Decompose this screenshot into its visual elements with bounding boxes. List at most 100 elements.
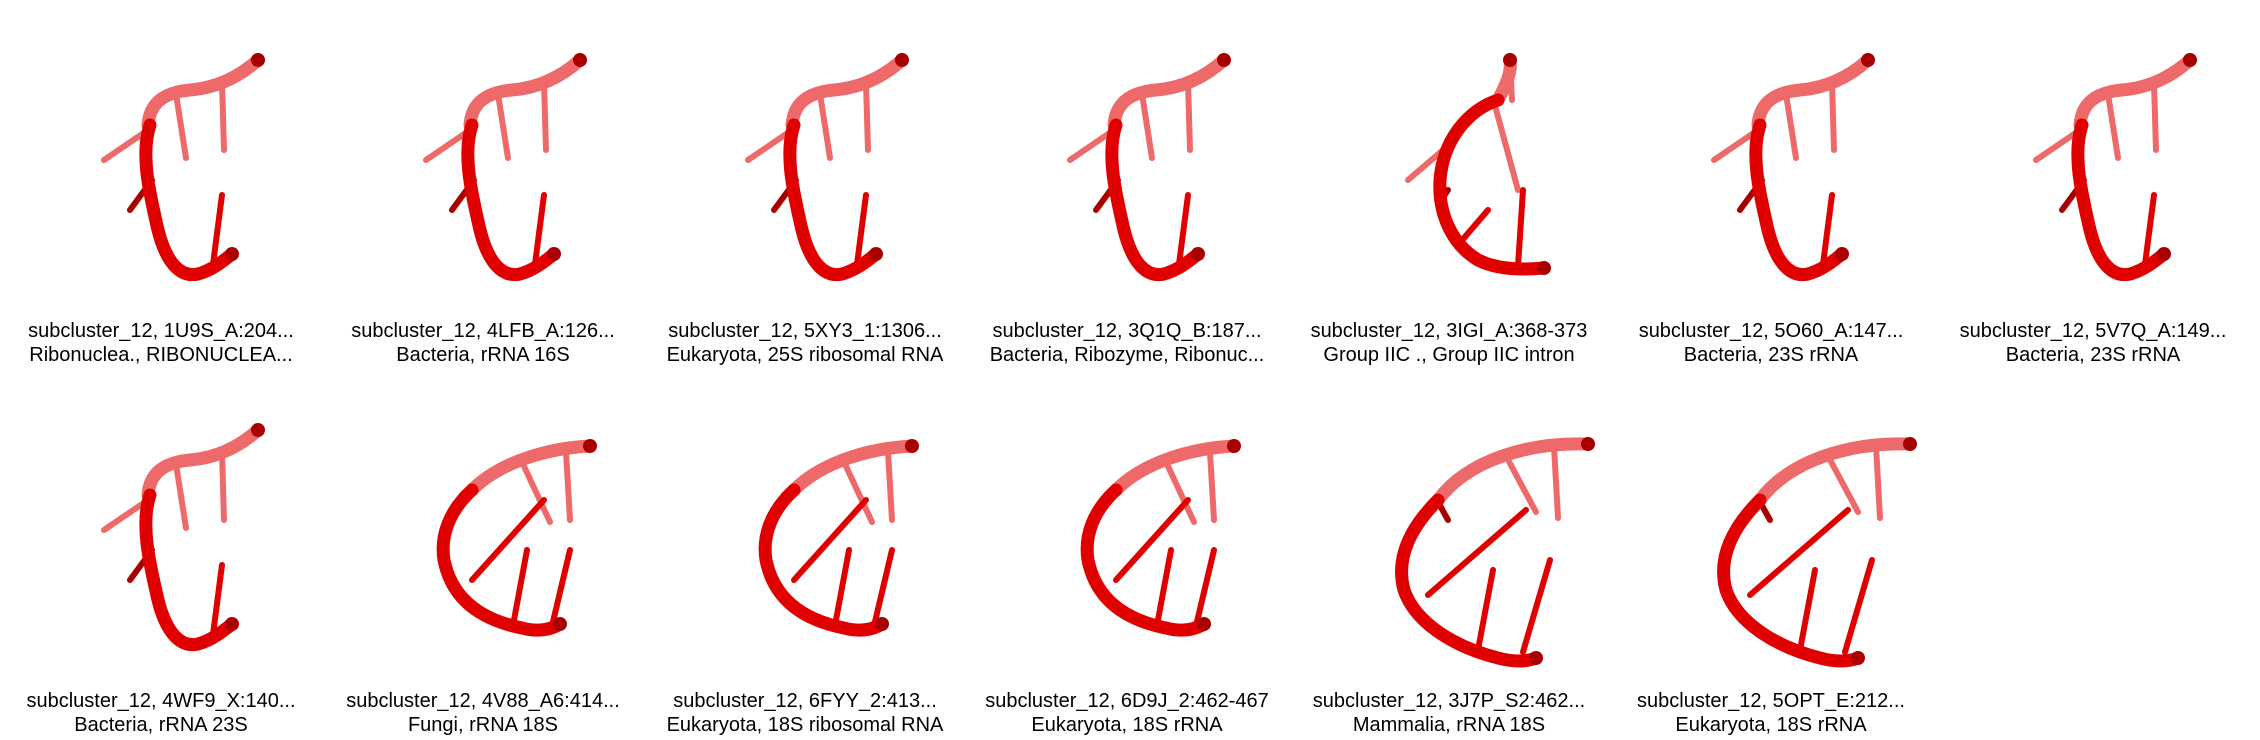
base-stick	[563, 449, 573, 523]
base-stick	[101, 127, 151, 163]
base-stick	[1067, 127, 1117, 163]
base-stick	[1193, 547, 1217, 629]
panel-organism-caption: Eukaryota, 18S rRNA	[1675, 714, 1867, 736]
base-stick	[495, 91, 511, 161]
backbone-tube	[141, 423, 265, 502]
base-stick	[1829, 79, 1837, 153]
backbone-tube	[1107, 53, 1231, 132]
base-stick	[1139, 91, 1155, 161]
backbone-end	[1503, 53, 1517, 67]
backbone-end	[225, 247, 239, 261]
structure-panel: subcluster_12, 4LFB_A:126... Bacteria, rR…	[322, 0, 644, 370]
base-stick	[885, 449, 895, 523]
panel-organism-caption: Ribonuclea., RIBONUCLEA...	[29, 344, 293, 366]
base-stick	[1825, 453, 1861, 515]
backbone-end	[1191, 247, 1205, 261]
panel-organism-caption: Bacteria, Ribozyme, Ribonuc...	[989, 344, 1265, 366]
base-stick	[423, 127, 473, 163]
base-stick	[519, 459, 553, 525]
panel-id-caption: subcluster_12, 1U9S_A:204...	[28, 320, 294, 342]
structure-panel: subcluster_12, 3J7P_S2:462... Mammalia, r…	[1288, 370, 1610, 740]
rna-cartoon	[1395, 437, 1595, 668]
base-stick	[209, 562, 225, 645]
base-stick	[1155, 547, 1174, 623]
backbone-end	[1903, 437, 1917, 451]
base-stick	[1711, 127, 1761, 163]
backbone-end	[1217, 53, 1231, 67]
backbone-end	[553, 617, 567, 631]
rna-cartoon	[1080, 439, 1241, 637]
backbone-tube	[139, 488, 239, 652]
base-stick	[2141, 192, 2157, 275]
rna-cartoon	[1711, 53, 1875, 282]
structure-panel: subcluster_12, 4V88_A6:414... Fungi, rRNA…	[322, 370, 644, 740]
panel-organism-caption: Group IIC ., Group IIC intron	[1323, 344, 1575, 366]
base-stick	[219, 79, 227, 153]
backbone-end	[1851, 651, 1865, 665]
base-stick	[791, 497, 869, 583]
base-stick	[219, 449, 227, 523]
backbone-tube	[1433, 93, 1551, 276]
backbone-end	[905, 439, 919, 453]
backbone-tube	[1717, 493, 1865, 668]
base-stick	[1797, 567, 1818, 653]
base-stick	[1491, 99, 1521, 193]
base-stick	[1520, 557, 1553, 655]
base-stick	[1873, 443, 1883, 521]
base-stick	[1425, 507, 1529, 598]
structure-panel: subcluster_12, 5V7Q_A:149... Bacteria, 23…	[1932, 0, 2254, 370]
backbone-end	[583, 439, 597, 453]
base-stick	[469, 497, 547, 583]
backbone-tube	[436, 483, 567, 637]
structure-panel: subcluster_12, 5OPT_E:212... Eukaryota, 1…	[1610, 370, 1932, 740]
rna-cartoon	[1717, 437, 1917, 668]
backbone-end	[251, 423, 265, 437]
panel-id-caption: subcluster_12, 3J7P_S2:462...	[1312, 690, 1586, 712]
base-stick	[817, 91, 833, 161]
base-stick	[2033, 127, 2083, 163]
panel-organism-caption: Fungi, rRNA 18S	[407, 714, 559, 736]
backbone-end	[875, 617, 889, 631]
backbone-end	[225, 617, 239, 631]
panel-id-caption: subcluster_12, 3Q1Q_B:187...	[992, 320, 1262, 342]
panel-id-caption: subcluster_12, 5OPT_E:212...	[1637, 690, 1905, 712]
backbone-tube	[1751, 53, 1875, 132]
backbone-tube	[465, 439, 597, 497]
backbone-tube	[758, 483, 889, 637]
backbone-tube	[2073, 53, 2197, 132]
backbone-end	[251, 53, 265, 67]
backbone-tube	[2071, 118, 2171, 282]
base-stick	[2151, 79, 2159, 153]
backbone-end	[895, 53, 909, 67]
structure-panel: subcluster_12, 3Q1Q_B:187... Bacteria, Ri…	[966, 0, 1288, 370]
base-stick	[853, 192, 869, 275]
backbone-end	[1835, 247, 1849, 261]
base-stick	[871, 547, 895, 629]
backbone-end	[2157, 247, 2171, 261]
structure-panel: subcluster_12, 6D9J_2:462-467 Eukaryota, …	[966, 370, 1288, 740]
rna-cartoon	[1405, 53, 1551, 276]
base-stick	[1207, 449, 1217, 523]
backbone-tube	[1431, 437, 1595, 507]
panel-id-caption: subcluster_12, 4WF9_X:140...	[26, 690, 296, 712]
backbone-end	[1227, 439, 1241, 453]
panel-organism-caption: Bacteria, rRNA 16S	[396, 344, 570, 366]
structure-panel: subcluster_12, 3IGI_A:368-373 Group IIC .…	[1288, 0, 1610, 370]
structure-panel: subcluster_12, 6FYY_2:413... Eukaryota, 1…	[644, 370, 966, 740]
base-stick	[841, 459, 875, 525]
base-stick	[1175, 192, 1191, 275]
backbone-end	[1861, 53, 1875, 67]
backbone-tube	[141, 53, 265, 132]
backbone-tube	[1109, 439, 1241, 497]
panel-id-caption: subcluster_12, 6FYY_2:413...	[673, 690, 937, 712]
rna-cartoon	[758, 439, 919, 637]
base-stick	[511, 547, 530, 623]
panel-organism-caption: Bacteria, 23S rRNA	[2005, 344, 2181, 366]
panel-id-caption: subcluster_12, 3IGI_A:368-373	[1310, 320, 1588, 342]
base-stick	[1163, 459, 1197, 525]
backbone-end	[547, 247, 561, 261]
base-stick	[1185, 79, 1193, 153]
backbone-end	[573, 53, 587, 67]
backbone-tube	[785, 53, 909, 132]
base-stick	[1405, 147, 1446, 183]
